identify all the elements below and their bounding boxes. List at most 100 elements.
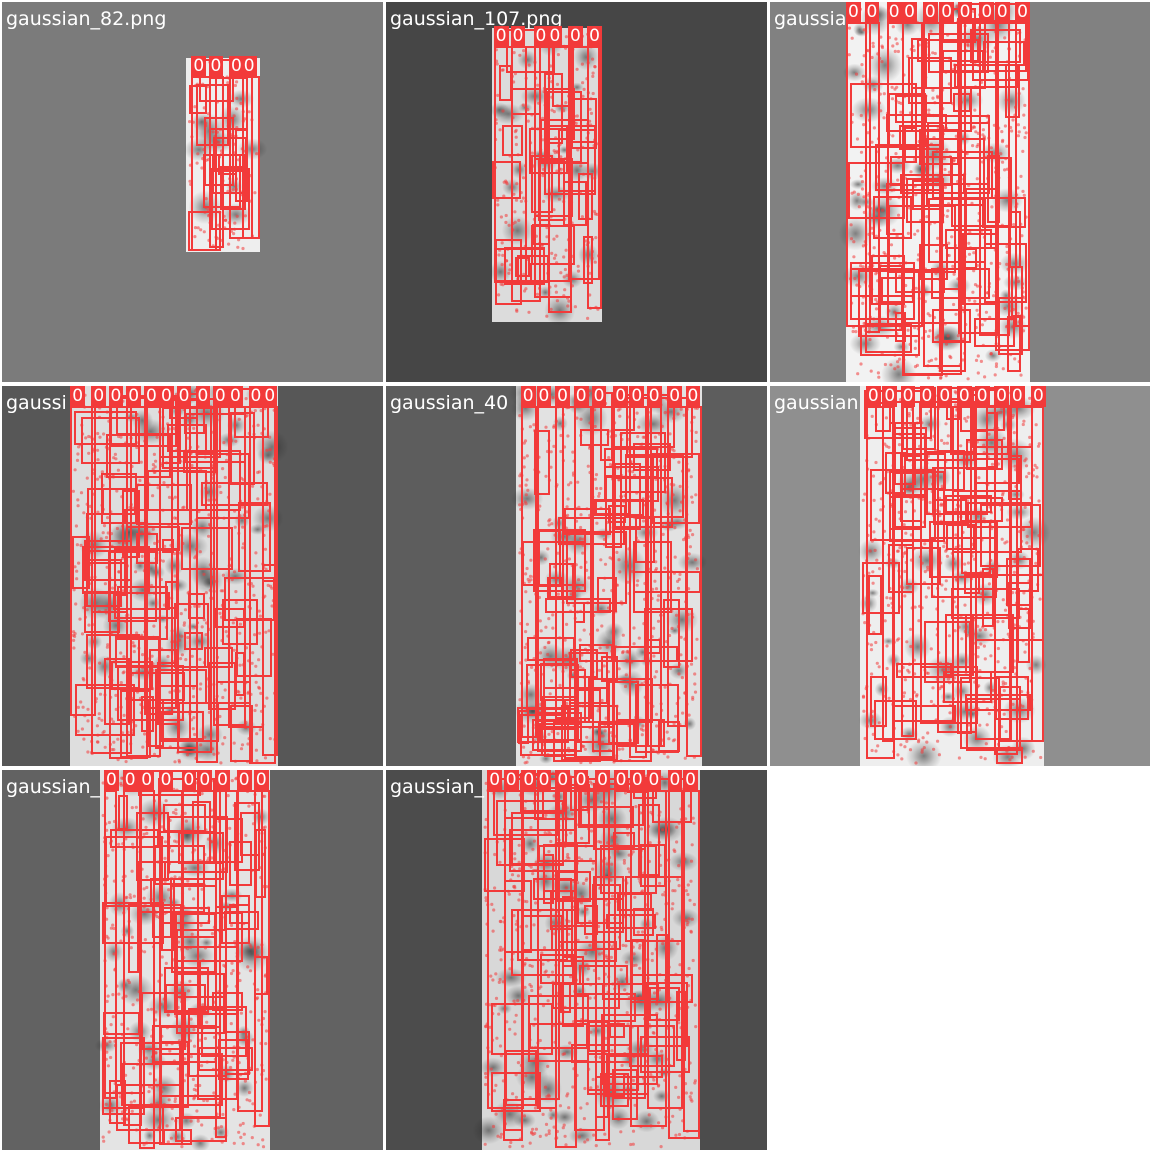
marker-dot: [504, 220, 508, 224]
marker-dot: [649, 701, 653, 705]
marker-dot: [898, 274, 902, 278]
marker-dot: [135, 998, 140, 1002]
marker-dot: [179, 1090, 183, 1094]
marker-dot: [583, 1140, 587, 1144]
marker-dot: [1012, 623, 1016, 627]
marker-dot: [519, 622, 523, 626]
gaussian-blob: [929, 324, 962, 352]
marker-dot: [973, 85, 978, 89]
marker-dot: [172, 426, 176, 431]
marker-dot: [150, 780, 154, 785]
marker-dot: [226, 99, 230, 103]
marker-dot: [576, 480, 580, 484]
marker-dot: [124, 994, 128, 998]
marker-dot: [889, 363, 893, 367]
marker-dot: [685, 664, 690, 668]
marker-dot: [947, 634, 951, 638]
marker-dot: [934, 718, 938, 722]
marker-dot: [563, 716, 567, 720]
gaussian-blob: [177, 737, 208, 762]
marker-dot: [198, 858, 202, 863]
marker-dot: [105, 828, 109, 832]
marker-dot: [194, 625, 198, 629]
marker-dot: [120, 556, 125, 560]
marker-dot: [882, 322, 886, 327]
marker-dot: [677, 460, 681, 464]
marker-dot: [949, 356, 953, 360]
marker-dot: [160, 1085, 164, 1089]
marker-dot: [1007, 635, 1012, 639]
marker-dot: [155, 1102, 159, 1106]
marker-dot: [225, 75, 229, 79]
marker-dot: [627, 1047, 631, 1051]
marker-dot: [105, 1031, 109, 1035]
marker-dot: [973, 707, 978, 711]
marker-dot: [511, 228, 515, 232]
marker-dot: [172, 1059, 176, 1063]
marker-dot: [207, 710, 211, 714]
marker-dot: [145, 619, 150, 623]
gaussian-blob: [957, 131, 971, 146]
marker-dot: [493, 166, 497, 170]
marker-dot: [524, 831, 528, 835]
marker-dot: [656, 751, 660, 755]
marker-dot: [909, 170, 913, 174]
marker-dot: [661, 942, 665, 946]
marker-dot: [202, 106, 206, 110]
marker-dot: [591, 74, 595, 78]
marker-dot: [640, 682, 644, 686]
marker-dot: [936, 334, 940, 338]
marker-dot: [96, 431, 100, 436]
marker-dot: [694, 558, 698, 562]
marker-dot: [663, 890, 667, 894]
marker-dot: [193, 556, 197, 560]
marker-dot: [111, 848, 115, 852]
marker-dot: [494, 118, 498, 122]
tile-filename-label: gaussian_: [6, 776, 101, 798]
marker-dot: [550, 522, 554, 526]
marker-dot: [87, 576, 91, 580]
marker-dot: [510, 873, 515, 877]
marker-dot: [684, 918, 688, 922]
marker-dot: [158, 404, 162, 408]
marker-dot: [596, 709, 600, 713]
marker-dot: [928, 500, 932, 505]
marker-dot: [961, 530, 965, 534]
marker-dot: [666, 606, 670, 610]
marker-dot: [76, 452, 80, 456]
marker-dot: [913, 672, 917, 676]
marker-dot: [73, 632, 77, 636]
marker-dot: [657, 594, 661, 598]
marker-dot: [1004, 157, 1008, 161]
marker-dot: [253, 1080, 258, 1084]
marker-dot: [490, 1038, 495, 1042]
marker-dot: [963, 417, 967, 421]
marker-dot: [538, 651, 543, 655]
marker-dot: [232, 1055, 236, 1059]
gaussian-blob: [867, 47, 903, 83]
marker-dot: [131, 1066, 136, 1070]
marker-dot: [1021, 87, 1025, 91]
marker-dot: [572, 726, 576, 730]
marker-dot: [963, 195, 967, 199]
marker-dot: [519, 661, 523, 665]
marker-dot: [122, 783, 126, 788]
marker-dot: [261, 562, 265, 566]
marker-dot: [238, 978, 242, 983]
marker-dot: [266, 583, 270, 587]
marker-dot: [518, 867, 522, 871]
marker-dot: [533, 1017, 537, 1021]
marker-dot: [646, 957, 650, 961]
marker-dot: [967, 252, 972, 256]
gaussian-blob: [898, 577, 920, 596]
marker-dot: [250, 234, 254, 238]
marker-dot: [546, 832, 550, 836]
marker-dot: [582, 87, 586, 91]
marker-dot: [861, 695, 866, 699]
marker-dot: [894, 302, 898, 306]
marker-dot: [154, 556, 158, 561]
marker-dot: [171, 482, 175, 486]
marker-dot: [593, 176, 597, 180]
marker-dot: [916, 416, 920, 420]
marker-dot: [511, 41, 515, 45]
